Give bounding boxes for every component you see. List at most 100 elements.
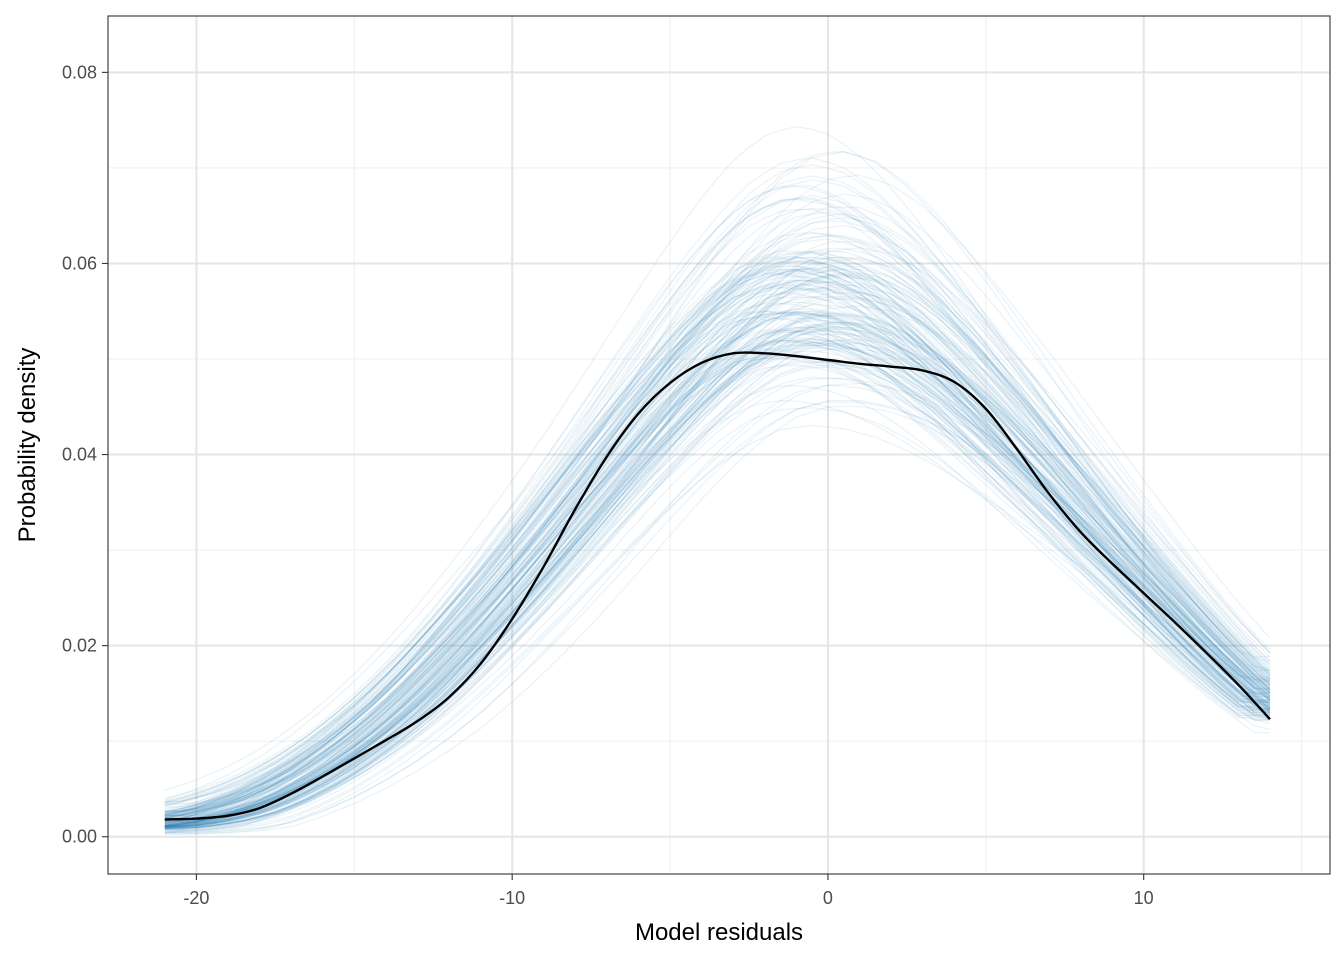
simulated-density-line (164, 357, 1271, 828)
simulated-density-line (164, 211, 1271, 813)
simulated-density-line (164, 324, 1271, 827)
simulated-density-line (164, 213, 1271, 812)
simulated-density-line (164, 272, 1271, 823)
simulated-density-line (164, 281, 1271, 823)
simulated-density-line (164, 342, 1271, 829)
simulated-density-line (164, 270, 1271, 817)
simulated-density-line (164, 303, 1271, 824)
x-axis-title: Model residuals (635, 919, 803, 946)
simulated-density-line (164, 238, 1271, 816)
simulated-density-line (164, 329, 1271, 825)
simulated-density-line (164, 206, 1271, 812)
simulated-density-line (164, 270, 1271, 814)
simulated-density-line (164, 224, 1271, 814)
simulated-density-line (164, 385, 1271, 833)
simulated-density-line (164, 347, 1271, 828)
simulated-density-line (164, 339, 1270, 827)
simulated-density-line (164, 234, 1271, 817)
simulated-density-line (164, 268, 1271, 818)
simulated-density-line (164, 247, 1271, 817)
simulated-density-line (164, 253, 1271, 819)
simulated-density-line (164, 288, 1271, 824)
simulated-density-line (164, 151, 1271, 804)
simulated-density-line (164, 292, 1271, 826)
simulated-density-line (164, 310, 1271, 825)
simulated-density-line (164, 321, 1271, 827)
simulated-density-line (164, 305, 1271, 827)
simulated-density-line (164, 288, 1271, 822)
simulated-density-line (164, 251, 1271, 815)
simulated-density-line (164, 341, 1271, 830)
simulated-density-line (164, 260, 1271, 819)
simulated-density-line (164, 279, 1270, 819)
simulated-density-line (164, 261, 1271, 821)
simulated-density-line (164, 164, 1271, 802)
simulated-density-line (164, 313, 1271, 822)
simulated-density-line (164, 356, 1271, 829)
simulated-density-line (164, 311, 1271, 822)
simulated-density-line (164, 281, 1271, 816)
simulated-density-line (164, 220, 1271, 813)
simulated-density-line (164, 341, 1271, 830)
simulated-density-line (164, 424, 1271, 836)
simulated-density-line (164, 400, 1271, 833)
simulated-density-line (164, 325, 1271, 829)
simulated-density-line (164, 272, 1271, 817)
simulated-density-line (164, 311, 1271, 826)
simulated-density-line (164, 250, 1271, 816)
simulated-density-line (164, 340, 1271, 827)
simulated-density-line (164, 344, 1271, 829)
simulated-density-line (164, 361, 1271, 830)
simulated-density-line (164, 322, 1271, 828)
simulated-density-line (164, 276, 1271, 823)
simulated-density-line (164, 353, 1271, 826)
simulated-density-line (164, 312, 1271, 827)
simulated-density-line (164, 326, 1271, 828)
simulated-density-line (164, 317, 1271, 827)
simulated-density-line (164, 314, 1271, 827)
observed-density-line (164, 351, 1271, 821)
simulated-density-line (164, 258, 1271, 819)
simulated-density-line (164, 329, 1271, 829)
simulated-density-line (164, 344, 1271, 830)
simulated-density-line (164, 301, 1271, 826)
simulated-density-line (164, 338, 1271, 828)
simulated-density-line (164, 126, 1270, 792)
simulated-density-line (164, 250, 1271, 815)
simulated-density-line (164, 384, 1271, 834)
simulated-density-line (164, 310, 1271, 823)
x-tick-label: -20 (183, 888, 209, 908)
simulated-density-line (164, 256, 1271, 819)
simulated-density-line (164, 256, 1271, 813)
simulated-density-line (164, 268, 1271, 818)
simulated-density-line (164, 330, 1271, 828)
simulated-density-line (164, 295, 1271, 825)
simulated-density-line (164, 328, 1271, 828)
simulated-density-line (164, 272, 1271, 819)
y-tick-label: 0.02 (62, 636, 97, 656)
simulated-density-line (164, 331, 1270, 825)
simulated-density-line (164, 361, 1271, 831)
simulated-density-line (164, 151, 1271, 803)
simulated-density-line (164, 338, 1271, 827)
simulated-density-line (164, 407, 1271, 834)
simulated-density-line (164, 328, 1271, 828)
x-tick-label: 0 (823, 888, 833, 908)
simulated-density-line (164, 234, 1271, 815)
simulated-density-line (164, 198, 1271, 806)
y-tick-label: 0.00 (62, 827, 97, 847)
y-tick-label: 0.06 (62, 253, 97, 273)
simulated-density-line (164, 312, 1271, 827)
simulated-density-line (164, 326, 1271, 826)
simulated-density-line (164, 287, 1271, 820)
axis-ticks: -20 -10 0 10 0.00 0.02 0.04 0.06 0.08 (62, 62, 1154, 908)
simulated-density-line (164, 256, 1271, 819)
simulated-density-line (164, 317, 1271, 825)
simulated-density-line (164, 296, 1271, 826)
simulated-density-line (164, 364, 1271, 830)
simulated-density-line (164, 340, 1271, 827)
simulated-density-line (164, 323, 1271, 829)
simulated-density-line (164, 340, 1271, 829)
simulated-density-line (164, 208, 1271, 810)
